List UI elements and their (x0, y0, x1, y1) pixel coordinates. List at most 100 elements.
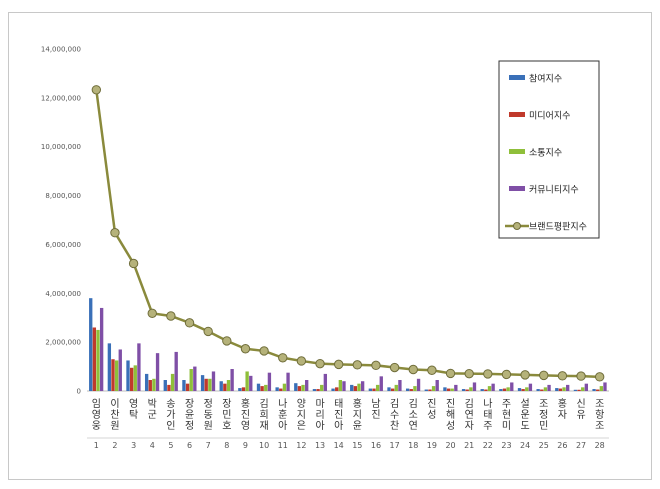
point-박군 (147, 308, 157, 319)
bar-참여지수-나태주 (480, 389, 484, 391)
bar-소통지수-김수찬 (394, 384, 398, 391)
point-임영웅 (91, 85, 102, 95)
bar-참여지수-영탁 (126, 360, 130, 391)
legend-label: 미디어지수 (529, 111, 570, 122)
x-category-number: 4 (150, 441, 155, 450)
point-정동원 (203, 326, 213, 337)
bar-소통지수-김소연 (413, 386, 417, 391)
point-신유 (576, 371, 586, 381)
point-장민호 (222, 336, 232, 346)
bar-소통지수-홍자 (562, 387, 566, 391)
x-category-number: 27 (576, 441, 586, 450)
bar-소통지수-임영웅 (96, 329, 100, 391)
legend-swatch-커뮤니티지수 (509, 186, 525, 191)
point-홍진영 (240, 344, 251, 354)
bar-소통지수-조항조 (599, 386, 604, 391)
legend-label: 커뮤니티지수 (529, 185, 579, 196)
bar-커뮤니티지수-김소연 (416, 378, 421, 391)
bar-참여지수-장민호 (219, 381, 223, 391)
point-진성 (427, 365, 437, 375)
legend-swatch-소통지수 (509, 149, 525, 154)
bar-커뮤니티지수-송가인 (174, 351, 178, 391)
bar-커뮤니티지수-마리아 (323, 373, 328, 391)
x-category-number: 13 (315, 441, 325, 450)
legend-marker-브랜드평판지수 (513, 222, 521, 230)
point-태진아 (333, 359, 344, 370)
bar-참여지수-김수찬 (387, 387, 391, 391)
point-영탁 (128, 258, 139, 269)
point-양지은 (296, 356, 307, 366)
x-category-number: 24 (520, 441, 530, 450)
y-tick-label: 10,000,000 (41, 143, 81, 151)
bar-커뮤니티지수-박군 (155, 353, 160, 391)
bar-미디어지수-설운도 (521, 389, 525, 391)
bar-미디어지수-김수찬 (390, 388, 395, 391)
bar-커뮤니티지수-홍자 (566, 384, 570, 391)
bar-커뮤니티지수-영탁 (137, 343, 141, 391)
bar-소통지수-조정민 (543, 387, 548, 391)
bar-참여지수-김희재 (256, 383, 261, 391)
x-category-number: 16 (371, 441, 381, 450)
x-category-number: 15 (352, 441, 362, 450)
bar-미디어지수-나훈아 (279, 388, 283, 391)
bar-소통지수-신유 (581, 387, 585, 391)
bar-커뮤니티지수-태진아 (342, 381, 346, 391)
x-category-number: 2 (112, 441, 117, 450)
bar-소통지수-태진아 (338, 380, 343, 391)
bar-소통지수-양지은 (301, 384, 305, 391)
bar-커뮤니티지수-양지은 (305, 380, 309, 391)
x-axis-labels: 임 영 웅 1 이 찬 원 2 영 탁 3 박 군 4 송 가 인 5 장 윤 정 6 정 동 원 7 장 민 호 8 홍 진 영 9 김 희 재 10 나… (87, 397, 609, 450)
bar-참여지수-나훈아 (275, 387, 279, 391)
point-나태주 (483, 369, 493, 379)
point-마리아 (315, 358, 325, 369)
point-김연자 (464, 368, 474, 379)
bar-참여지수-이찬원 (107, 343, 112, 391)
bar-커뮤니티지수-나훈아 (286, 372, 290, 391)
bar-미디어지수-진해성 (446, 388, 451, 391)
bar-커뮤니티지수-정동원 (211, 371, 216, 391)
x-category-number: 8 (224, 441, 229, 450)
bar-커뮤니티지수-설운도 (528, 383, 533, 391)
bar-참여지수-남진 (368, 388, 373, 391)
bar-소통지수-나훈아 (282, 383, 287, 391)
x-category-number: 14 (334, 441, 344, 450)
x-category-number: 12 (296, 441, 306, 450)
bar-미디어지수-진성 (428, 389, 432, 391)
bar-커뮤니티지수-김수찬 (398, 380, 402, 391)
chart-frame: 0 2,000,000 4,000,000 6,000,000 8,000,000 10,… (8, 12, 652, 480)
bar-소통지수-정동원 (208, 378, 212, 391)
bar-참여지수-홍자 (555, 388, 559, 391)
point-주현미 (501, 369, 512, 380)
bar-소통지수-홍지윤 (357, 383, 361, 391)
x-category-number: 9 (243, 441, 248, 450)
bar-커뮤니티지수-남진 (379, 376, 383, 391)
bar-참여지수-마리아 (312, 389, 317, 391)
bar-커뮤니티지수-김연자 (472, 382, 477, 391)
point-설운도 (520, 370, 530, 380)
bar-참여지수-장윤정 (182, 380, 186, 391)
point-장윤정 (184, 318, 195, 328)
bar-커뮤니티지수-주현미 (510, 382, 514, 391)
point-진해성 (445, 368, 456, 379)
x-category-number: 7 (206, 441, 211, 450)
bar-미디어지수-태진아 (335, 387, 339, 391)
point-김수찬 (389, 362, 400, 373)
bar-미디어지수-마리아 (316, 389, 320, 391)
x-category-number: 18 (408, 441, 418, 450)
bar-소통지수-송가인 (170, 373, 175, 391)
x-category-number: 23 (501, 441, 511, 450)
brand-reputation-chart: 0 2,000,000 4,000,000 6,000,000 8,000,000 10,… (41, 46, 609, 450)
x-category-number: 22 (483, 441, 493, 450)
legend-swatch-미디어지수 (509, 112, 525, 117)
line-브랜드평판지수 (95, 89, 600, 379)
bar-참여지수-진성 (424, 389, 428, 391)
bar-미디어지수-김희재 (260, 386, 264, 391)
